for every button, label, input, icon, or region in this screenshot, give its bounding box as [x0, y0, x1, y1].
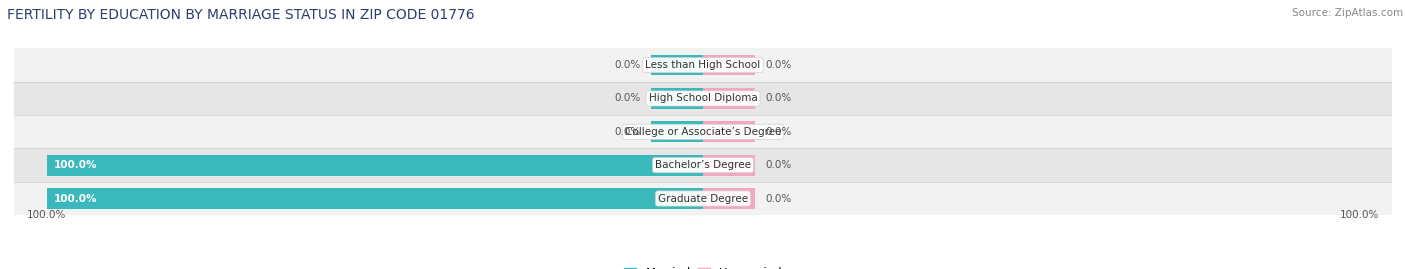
- Bar: [14, 82, 1392, 115]
- Bar: [703, 155, 755, 175]
- Text: 0.0%: 0.0%: [765, 193, 792, 204]
- Bar: [703, 55, 755, 75]
- Bar: [14, 115, 1392, 148]
- Text: 0.0%: 0.0%: [765, 93, 792, 104]
- Bar: [703, 188, 755, 209]
- Text: FERTILITY BY EDUCATION BY MARRIAGE STATUS IN ZIP CODE 01776: FERTILITY BY EDUCATION BY MARRIAGE STATU…: [7, 8, 475, 22]
- Bar: [703, 122, 755, 142]
- Text: 100.0%: 100.0%: [27, 210, 66, 220]
- Text: 0.0%: 0.0%: [614, 93, 641, 104]
- Text: High School Diploma: High School Diploma: [648, 93, 758, 104]
- Text: 0.0%: 0.0%: [765, 160, 792, 170]
- Text: Graduate Degree: Graduate Degree: [658, 193, 748, 204]
- Bar: [651, 88, 703, 109]
- Bar: [14, 48, 1392, 82]
- Bar: [651, 55, 703, 75]
- Bar: [14, 148, 1392, 182]
- Text: 0.0%: 0.0%: [765, 127, 792, 137]
- Text: 100.0%: 100.0%: [53, 160, 97, 170]
- Bar: [651, 122, 703, 142]
- Bar: [703, 88, 755, 109]
- Text: Bachelor’s Degree: Bachelor’s Degree: [655, 160, 751, 170]
- Text: 100.0%: 100.0%: [1340, 210, 1379, 220]
- Text: College or Associate’s Degree: College or Associate’s Degree: [624, 127, 782, 137]
- Text: Source: ZipAtlas.com: Source: ZipAtlas.com: [1292, 8, 1403, 18]
- Legend: Married, Unmarried: Married, Unmarried: [620, 262, 786, 269]
- Text: 100.0%: 100.0%: [53, 193, 97, 204]
- Bar: [14, 182, 1392, 215]
- Text: 0.0%: 0.0%: [614, 60, 641, 70]
- Text: 0.0%: 0.0%: [614, 127, 641, 137]
- Bar: [46, 188, 703, 209]
- Text: 0.0%: 0.0%: [765, 60, 792, 70]
- Text: Less than High School: Less than High School: [645, 60, 761, 70]
- Bar: [46, 155, 703, 175]
